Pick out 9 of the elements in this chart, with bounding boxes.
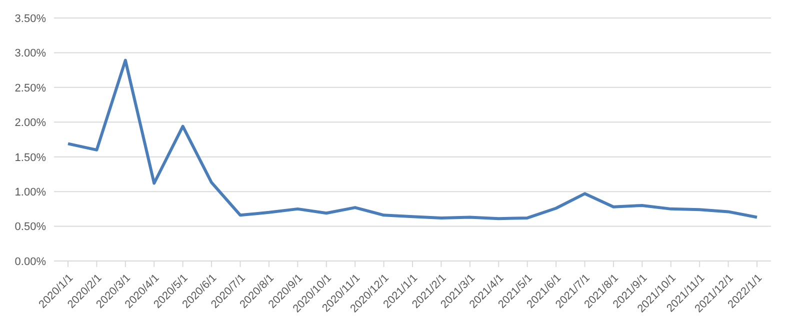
y-tick-label: 3.00% <box>14 48 46 60</box>
y-tick-label: 2.50% <box>14 82 46 94</box>
y-tick-label: 0.00% <box>14 256 46 268</box>
y-tick-label: 1.00% <box>14 186 46 198</box>
y-tick-label: 2.00% <box>14 117 46 130</box>
line-series <box>66 58 758 220</box>
y-tick-label: 1.50% <box>14 152 46 164</box>
y-tick-label: 3.50% <box>14 12 46 25</box>
y-tick-label: 0.50% <box>14 221 46 234</box>
